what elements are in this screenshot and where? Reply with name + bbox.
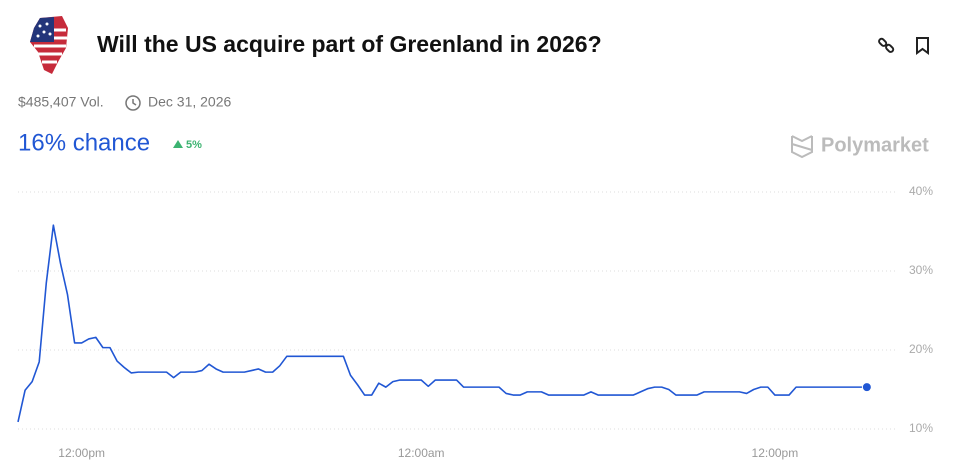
x-tick-label: 12:00am: [398, 446, 445, 460]
change: 5%: [186, 139, 202, 151]
up-arrow: [173, 140, 183, 148]
link-button[interactable]: [878, 37, 895, 53]
x-tick-label: 12:00pm: [58, 446, 105, 460]
brand: Polymarket: [821, 134, 929, 156]
y-tick-label: 30%: [909, 263, 933, 277]
x-tick-label: 12:00pm: [752, 446, 799, 460]
end-date: Dec 31, 2026: [148, 94, 231, 110]
clock-hands: [132, 99, 137, 106]
last-point: [861, 382, 872, 393]
bookmark-button[interactable]: [916, 37, 929, 55]
clock-icon: [125, 95, 141, 111]
brand-logo: [791, 135, 813, 159]
y-tick-label: 40%: [909, 184, 933, 198]
y-tick-label: 20%: [909, 342, 933, 356]
market-icon: [30, 16, 68, 74]
market-title: Will the US acquire part of Greenland in…: [97, 31, 602, 57]
price-line: [17, 224, 867, 423]
chance: 16% chance: [18, 129, 150, 156]
volume: $485,407 Vol.: [18, 94, 104, 110]
y-tick-label: 10%: [909, 421, 933, 435]
